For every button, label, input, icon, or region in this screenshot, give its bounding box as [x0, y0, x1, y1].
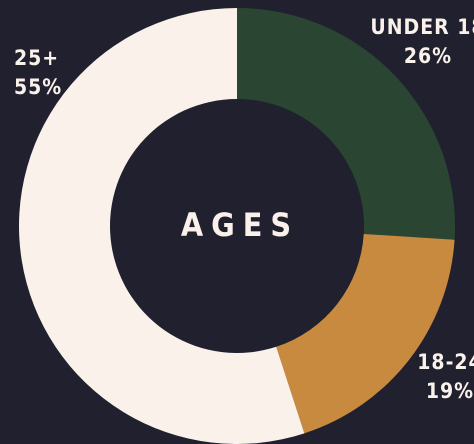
slice-value-label: 26%: [404, 44, 452, 68]
slice-value-label: 55%: [14, 75, 62, 99]
slice: [19, 8, 305, 444]
slice: [276, 233, 455, 434]
slices: [19, 8, 455, 444]
slice-category-label: 18-24: [417, 350, 474, 374]
slice-category-label: UNDER 18: [370, 15, 474, 39]
slice-value-label: 19%: [426, 379, 474, 403]
slice-category-label: 25+: [14, 46, 59, 70]
slice: [237, 8, 455, 240]
center-label: AGES: [181, 206, 299, 244]
